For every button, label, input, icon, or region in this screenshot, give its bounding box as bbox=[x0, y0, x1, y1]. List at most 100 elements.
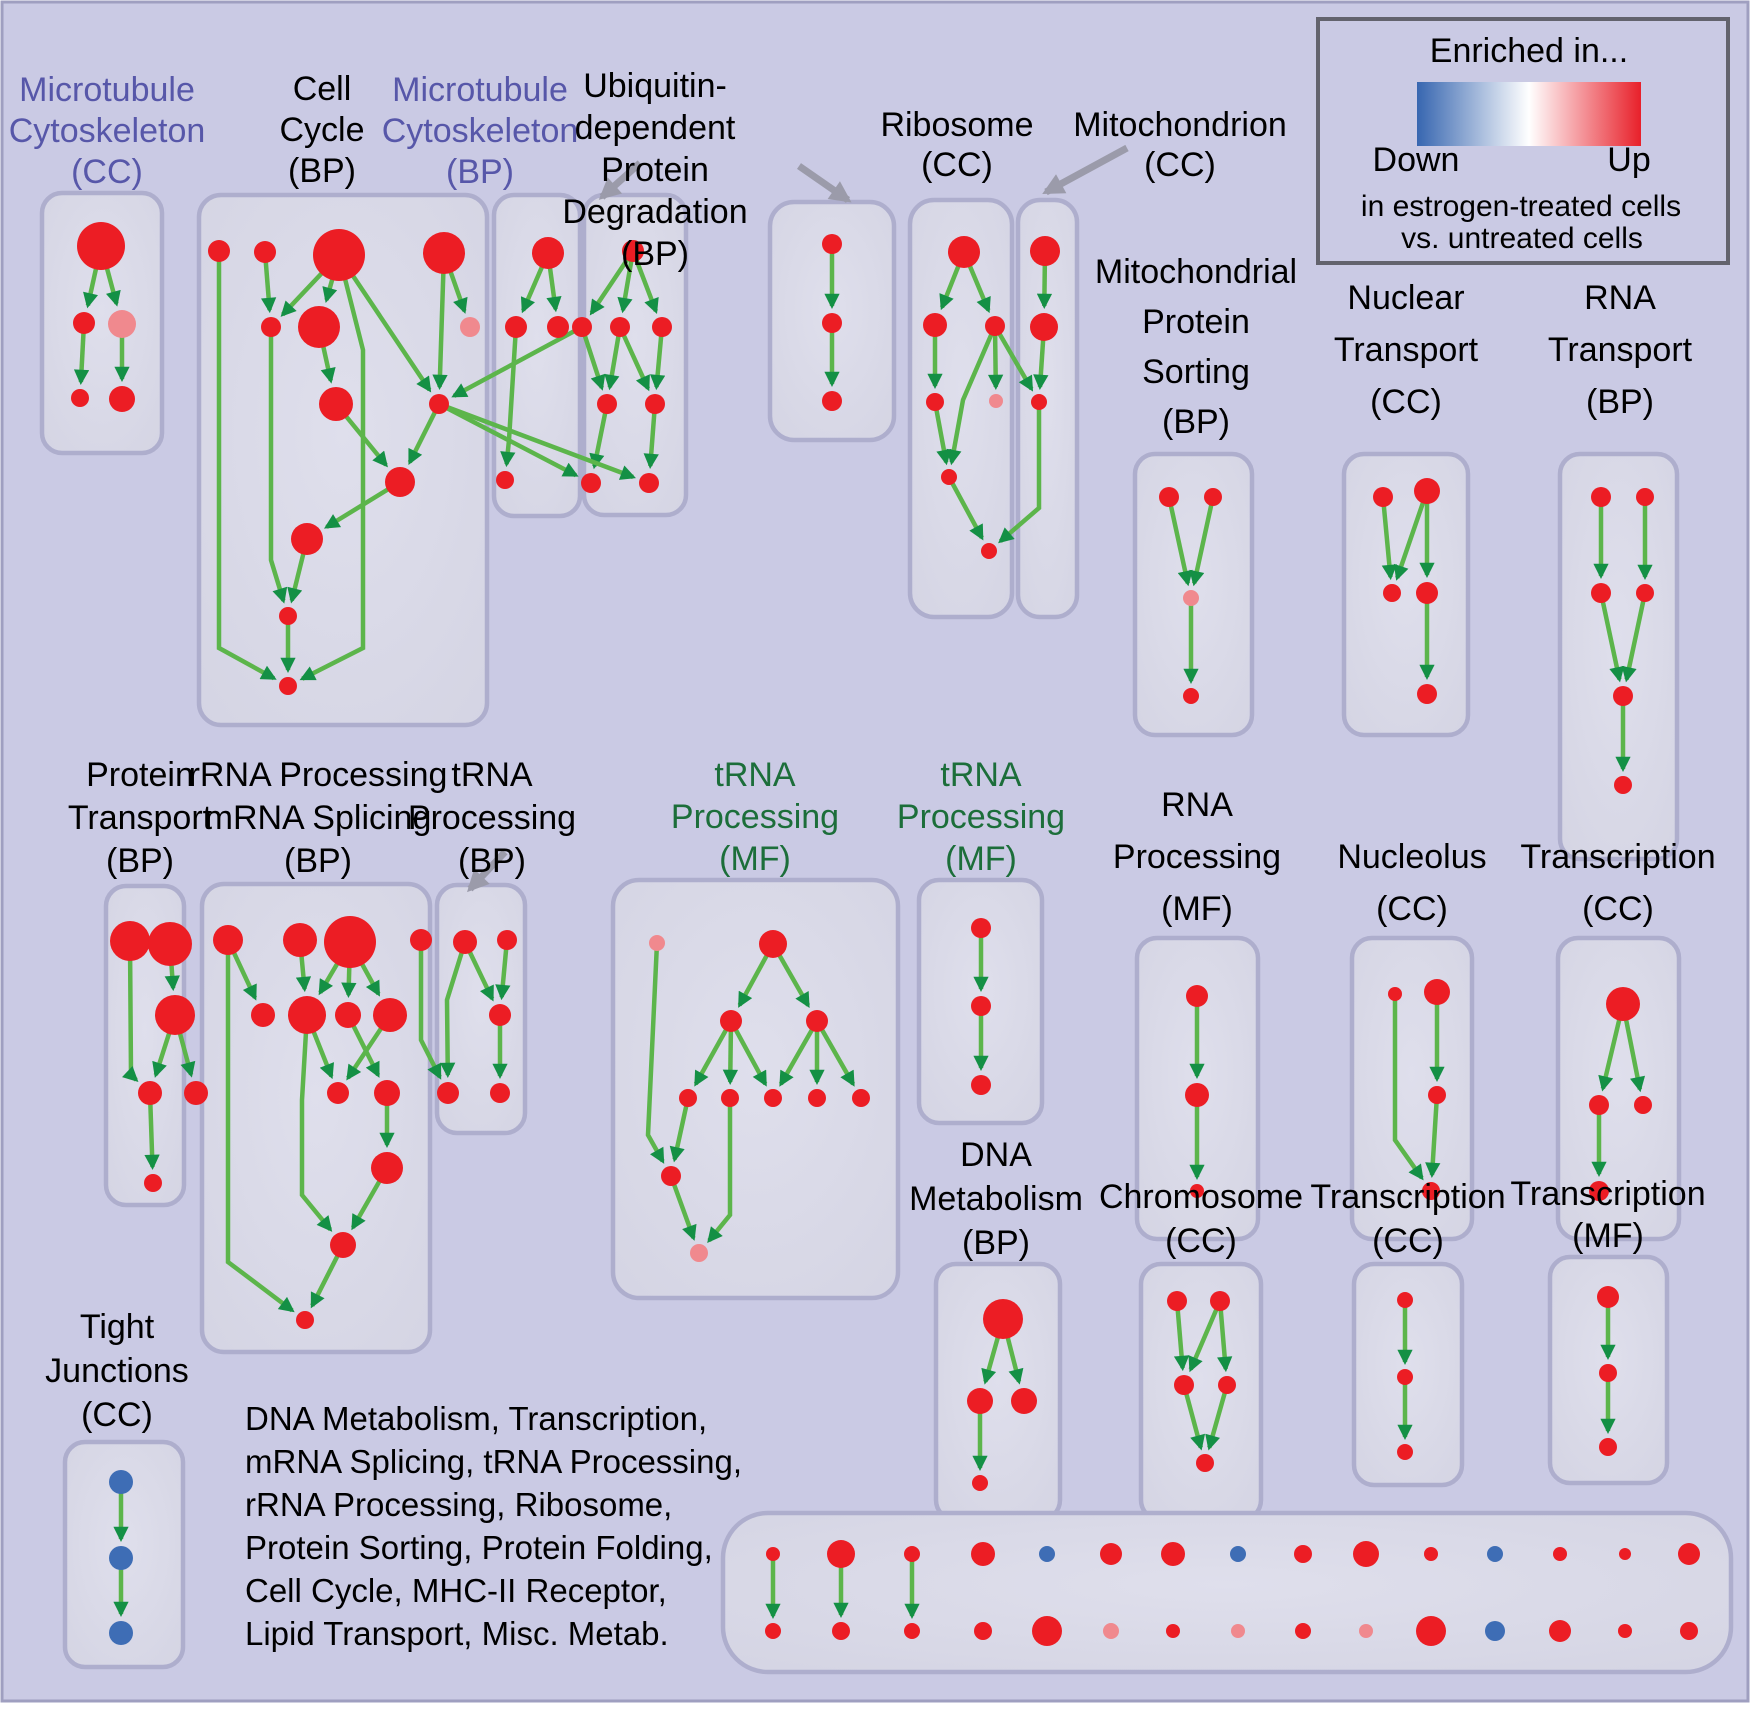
legend-title: Enriched in... bbox=[1430, 32, 1628, 70]
go-node-transcription-mf-b bbox=[1599, 1364, 1617, 1382]
cluster-label-transcription-cc-b: Transcription bbox=[1310, 1178, 1505, 1216]
legend-caption-line2: vs. untreated cells bbox=[1401, 222, 1643, 255]
go-node-rrna-r4 bbox=[410, 929, 432, 951]
cluster-label-tight-junctions: (CC) bbox=[81, 1396, 153, 1434]
go-node-rrna-r2 bbox=[283, 923, 317, 957]
go-node-trna-mf-a-b bbox=[806, 1010, 828, 1032]
edge-trna-mf-a.b-to-trna-mf-a.c5 bbox=[815, 1019, 856, 1087]
go-node-cell-cycle-n13 bbox=[279, 677, 297, 695]
edge-trna-mf-a.c1-to-trna-mf-a.d bbox=[669, 1097, 691, 1163]
summary-note-line: mRNA Splicing, tRNA Processing, bbox=[245, 1443, 742, 1480]
cluster-label-mitochondrion: Mitochondrion bbox=[1073, 106, 1287, 144]
cluster-label-microtubule-bp: Cytoskeleton bbox=[382, 112, 579, 150]
edge-protein-transport.tl-to-protein-transport.sl bbox=[122, 940, 139, 1082]
go-node-misc-u2 bbox=[827, 1540, 855, 1568]
edge-nucleolus.a-to-nucleolus.d bbox=[1392, 994, 1424, 1181]
go-node-mito-sorting-b bbox=[1204, 488, 1222, 506]
go-node-transcription-cc-a-t bbox=[1606, 987, 1640, 1021]
go-node-microtubule-cc-a bbox=[77, 222, 125, 270]
go-node-ubiq-b-a bbox=[822, 234, 842, 254]
go-node-tight-junctions-b bbox=[109, 1546, 133, 1570]
cluster-label-rrna: mRNA Splicing bbox=[205, 799, 432, 837]
edge-ubiq-a.m2-to-ubiq-a.b1 bbox=[604, 326, 623, 391]
go-node-misc-u11 bbox=[1424, 1547, 1438, 1561]
edge-chromosome.b-to-chromosome.d bbox=[1217, 1300, 1233, 1373]
cluster-label-transcription-cc-a: Transcription bbox=[1520, 838, 1715, 876]
go-node-mitochondrion-m bbox=[1030, 313, 1058, 341]
go-node-rrna-low bbox=[330, 1232, 356, 1258]
cluster-box-transcription-cc-a bbox=[1555, 935, 1682, 1242]
go-node-microtubule-cc-d bbox=[71, 389, 89, 407]
edge-ribosome.s-to-ribosome.b bbox=[947, 475, 984, 541]
go-node-misc-u6 bbox=[1100, 1543, 1122, 1565]
go-node-tight-junctions-c bbox=[109, 1621, 133, 1645]
go-node-misc-v7 bbox=[1166, 1624, 1180, 1638]
go-node-nucleolus-t bbox=[1424, 979, 1450, 1005]
go-node-cell-cycle-n3 bbox=[313, 229, 365, 281]
edge-chromosome.a-to-chromosome.c bbox=[1173, 1300, 1190, 1372]
go-node-ribosome-b bbox=[981, 543, 997, 559]
go-node-mito-sorting-a bbox=[1159, 487, 1179, 507]
go-node-dna-metabolism-a bbox=[967, 1388, 993, 1414]
go-node-misc-u10 bbox=[1353, 1541, 1379, 1567]
edge-cell-cycle.n3-to-cell-cycle.n9 bbox=[337, 253, 432, 393]
go-node-misc-u9 bbox=[1294, 1545, 1312, 1563]
edge-cell-cycle.n9-to-cell-cycle.n10 bbox=[407, 402, 442, 466]
go-node-misc-v15 bbox=[1680, 1622, 1698, 1640]
go-node-nuclear-transport-e bbox=[1417, 684, 1437, 704]
cluster-box-misc bbox=[720, 1510, 1734, 1675]
go-node-misc-v10 bbox=[1359, 1624, 1373, 1638]
cluster-label-ribosome: (CC) bbox=[921, 146, 993, 184]
edge-ubiq-a.b2-to-ubiq-a.c2 bbox=[643, 403, 659, 470]
go-node-microtubule-bp-m2 bbox=[547, 316, 569, 338]
cluster-label-trna-mf-a: tRNA bbox=[714, 756, 796, 794]
cluster-label-ubiquitin: (BP) bbox=[621, 235, 689, 273]
cluster-labels: MicrotubuleCytoskeleton(CC)CellCycle(BP)… bbox=[9, 67, 1716, 1434]
edge-chromosome.d-to-chromosome.e bbox=[1205, 1384, 1230, 1451]
edge-nucleolus.c-to-nucleolus.d bbox=[1425, 1094, 1441, 1179]
edge-ribosome.m2-to-mitochondrion.l bbox=[993, 324, 1034, 392]
cluster-label-mitochondrion: (CC) bbox=[1144, 146, 1216, 184]
edge-nuclear-transport.t-to-nuclear-transport.c bbox=[1393, 490, 1430, 581]
go-node-ribosome-m2 bbox=[985, 316, 1005, 336]
cluster-label-ubiquitin: Ubiquitin- bbox=[583, 67, 727, 105]
cluster-label-dna-metabolism: DNA bbox=[960, 1136, 1032, 1174]
go-node-trna-mf-a-d bbox=[661, 1166, 681, 1186]
go-node-misc-u8 bbox=[1230, 1546, 1246, 1562]
go-node-mito-sorting-p bbox=[1183, 590, 1199, 606]
cluster-label-ubiquitin: Degradation bbox=[562, 193, 747, 231]
cluster-label-nuclear-transport: Nuclear bbox=[1347, 279, 1464, 317]
go-node-microtubule-cc-c bbox=[108, 310, 136, 338]
go-node-rrna-mid bbox=[371, 1152, 403, 1184]
go-node-trna-mf-a-c3 bbox=[764, 1089, 782, 1107]
callout-mitochondrion bbox=[1042, 144, 1129, 196]
go-node-nucleolus-d bbox=[1422, 1182, 1440, 1200]
summary-note: DNA Metabolism, Transcription, mRNA Splic… bbox=[245, 1400, 742, 1652]
cluster-label-nucleolus: (CC) bbox=[1376, 890, 1448, 928]
go-node-nuclear-transport-t bbox=[1414, 478, 1440, 504]
go-node-cell-cycle-n2 bbox=[254, 241, 276, 263]
cluster-label-mito-sorting: Mitochondrial bbox=[1095, 253, 1297, 291]
go-node-ubiq-b-c bbox=[822, 391, 842, 411]
go-node-misc-u13 bbox=[1553, 1547, 1567, 1561]
go-node-misc-u15 bbox=[1678, 1543, 1700, 1565]
cluster-label-transcription-mf: Transcription bbox=[1510, 1175, 1705, 1213]
go-node-rna-processing-mf-a bbox=[1186, 985, 1208, 1007]
legend-up-label: Up bbox=[1607, 141, 1650, 179]
go-node-rna-transport-a bbox=[1591, 487, 1611, 507]
summary-note-line: DNA Metabolism, Transcription, bbox=[245, 1400, 707, 1437]
go-node-trna-mf-a-e bbox=[690, 1244, 708, 1262]
edge-cell-cycle.n9-to-ubiq-a.c1 bbox=[437, 402, 579, 478]
go-node-misc-u1 bbox=[766, 1547, 780, 1561]
cluster-label-rrna: rRNA Processing bbox=[189, 756, 448, 794]
summary-note-line: Protein Sorting, Protein Folding, bbox=[245, 1529, 713, 1566]
go-node-cell-cycle-n11 bbox=[291, 523, 323, 555]
go-node-protein-transport-tl bbox=[110, 921, 150, 961]
edge-nuclear-transport.a-to-nuclear-transport.c bbox=[1380, 496, 1397, 581]
go-node-nuclear-transport-c bbox=[1383, 584, 1401, 602]
go-node-chromosome-c bbox=[1174, 1375, 1194, 1395]
go-node-cell-cycle-n10 bbox=[385, 467, 415, 497]
go-node-mitochondrion-t bbox=[1030, 236, 1060, 266]
